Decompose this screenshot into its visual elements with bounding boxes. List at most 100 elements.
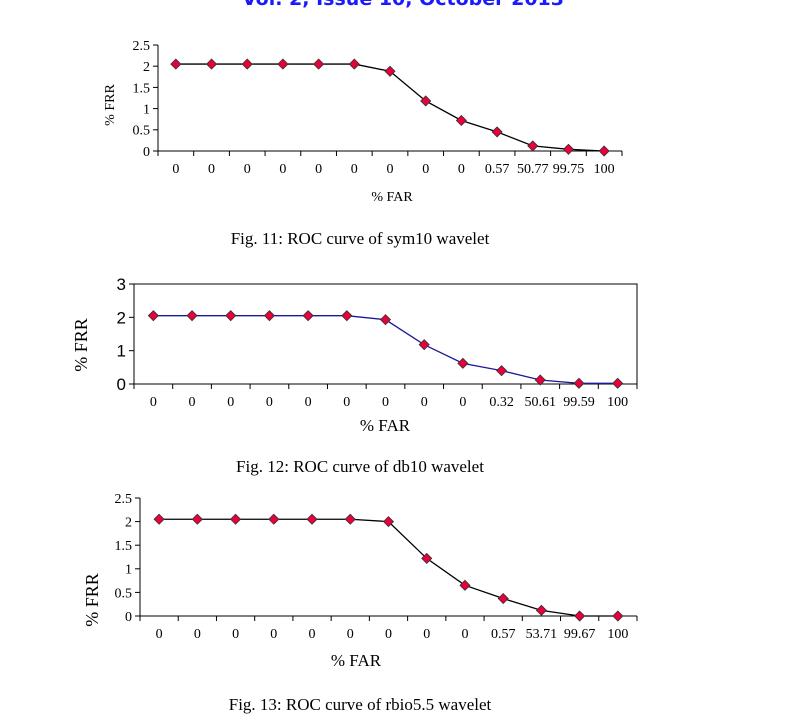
- x-tick-label: 0.57: [491, 627, 516, 642]
- x-tick-label: 0: [227, 395, 234, 410]
- data-point-marker: [348, 58, 360, 70]
- x-tick-label: 0.32: [489, 395, 514, 410]
- figure-caption: Fig. 11: ROC curve of sym10 wavelet: [230, 229, 490, 248]
- data-point-marker: [344, 513, 356, 525]
- roc-chart-sym10: 0 0.5 1 1.5 2 2.5 0 0 0 0 0 0 0 0 0 0.57 50.77 99.75 100 % …: [0, 0, 806, 256]
- x-axis-label: % FAR: [360, 416, 411, 435]
- data-point-marker: [153, 513, 165, 525]
- y-tick-label: 2: [125, 516, 132, 531]
- x-tick-label: 0: [279, 162, 286, 177]
- x-tick-label: 0: [423, 627, 430, 642]
- data-point-marker: [170, 58, 182, 70]
- data-point-marker: [382, 516, 395, 528]
- data-point-marker: [420, 95, 432, 107]
- data-point-marker: [384, 65, 396, 77]
- journal-header: Vol. 2, Issue 10, October 2013: [0, 0, 806, 10]
- x-tick-label: 0: [270, 627, 277, 642]
- x-tick-label: 0: [351, 162, 358, 177]
- x-tick-label: 50.61: [525, 395, 557, 410]
- x-tick-label: 0: [315, 162, 322, 177]
- data-point-marker: [418, 339, 430, 351]
- data-point-marker: [341, 310, 353, 322]
- data-point-marker: [230, 513, 242, 525]
- x-tick-label: 53.71: [526, 627, 558, 642]
- y-tick-label: 1: [117, 342, 126, 361]
- x-tick-label: 100: [607, 627, 628, 642]
- data-point-marker: [225, 310, 237, 322]
- data-point-marker: [612, 377, 624, 389]
- y-axis-label: % FRR: [82, 573, 102, 627]
- y-tick-label: 0.5: [115, 586, 133, 601]
- data-point-marker: [379, 314, 392, 326]
- x-tick-label: 0: [422, 162, 429, 177]
- figure-caption: Fig. 12: ROC curve of db10 wavelet: [236, 457, 484, 476]
- data-point-marker: [302, 310, 314, 322]
- x-tick-label: 0: [385, 627, 392, 642]
- data-point-marker: [612, 610, 624, 622]
- chart-svg: 0 0.5 1 1.5 2 2.5 0 0 0 0 0 0 0 0 0 0.57 50.77 99.75 100 % …: [103, 39, 623, 205]
- data-point-marker: [496, 365, 508, 377]
- x-tick-label: 0: [459, 395, 466, 410]
- y-tick-label: 1: [125, 563, 132, 578]
- y-tick-label: 0.5: [133, 124, 151, 139]
- x-tick-label: 0: [194, 627, 201, 642]
- data-point-marker: [306, 513, 318, 525]
- x-tick-label: 0: [172, 162, 179, 177]
- x-tick-label: 0: [232, 627, 239, 642]
- data-point-marker: [186, 310, 198, 322]
- data-point-marker: [574, 610, 586, 622]
- data-point-marker: [313, 58, 325, 70]
- x-tick-label: 0: [208, 162, 215, 177]
- data-point-marker: [421, 552, 433, 564]
- data-point-marker: [459, 579, 471, 591]
- data-point-marker: [491, 126, 503, 138]
- figure-caption: Fig. 13: ROC curve of rbio5.5 wavelet: [228, 695, 492, 714]
- y-tick-label: 2.5: [133, 39, 151, 54]
- data-point-marker: [457, 357, 469, 369]
- y-tick-label: 1.5: [115, 539, 133, 554]
- x-tick-label: 0: [343, 395, 350, 410]
- y-tick-label: 2: [117, 308, 126, 327]
- x-tick-label: 0: [156, 627, 163, 642]
- y-tick-label: 1: [143, 103, 150, 118]
- data-point-marker: [263, 310, 275, 322]
- x-tick-label: 100: [607, 395, 628, 410]
- series-line: [159, 518, 618, 617]
- data-point-marker: [191, 513, 203, 525]
- y-tick-label: 0: [117, 375, 126, 394]
- data-point-marker: [573, 377, 585, 389]
- x-tick-label: 0.57: [485, 162, 510, 177]
- x-tick-label: 0: [421, 395, 428, 410]
- x-tick-label: 50.77: [517, 162, 549, 177]
- chart-svg: 0 1 2 3 0 0 0 0 0 0 0 0 0 0.32 50.61 99.59 100 % FRR % FAR: [71, 275, 638, 435]
- roc-chart-db10: 0 1 2 3 0 0 0 0 0 0 0 0 0 0.32 50.61 99.59 100 % FRR % FAR…: [71, 275, 638, 476]
- y-tick-label: 0: [143, 145, 150, 160]
- data-point-marker: [527, 140, 539, 152]
- x-axis-label: % FAR: [371, 190, 413, 205]
- x-tick-label: 0: [458, 162, 465, 177]
- x-tick-label: 0: [309, 627, 316, 642]
- x-tick-label: 0: [266, 395, 273, 410]
- y-tick-label: 3: [117, 275, 126, 294]
- data-point-marker: [205, 58, 218, 70]
- x-tick-label: 0: [305, 395, 312, 410]
- y-tick-label: 2: [143, 60, 150, 75]
- x-tick-label: 100: [594, 162, 615, 177]
- x-tick-label: 0: [347, 627, 354, 642]
- data-point-marker: [534, 374, 546, 386]
- y-tick-label: 2.5: [115, 492, 133, 507]
- x-tick-label: 0: [461, 627, 468, 642]
- data-point-marker: [562, 143, 575, 155]
- data-point-marker: [147, 310, 159, 322]
- x-tick-label: 99.59: [563, 395, 595, 410]
- y-axis-label: % FRR: [71, 318, 91, 372]
- x-tick-label: 99.75: [553, 162, 585, 177]
- data-point-marker: [241, 58, 253, 70]
- data-point-marker: [268, 513, 280, 525]
- x-tick-label: 0: [189, 395, 196, 410]
- x-tick-label: 0: [382, 395, 389, 410]
- data-point-marker: [598, 145, 610, 157]
- x-axis-label: % FAR: [331, 651, 382, 670]
